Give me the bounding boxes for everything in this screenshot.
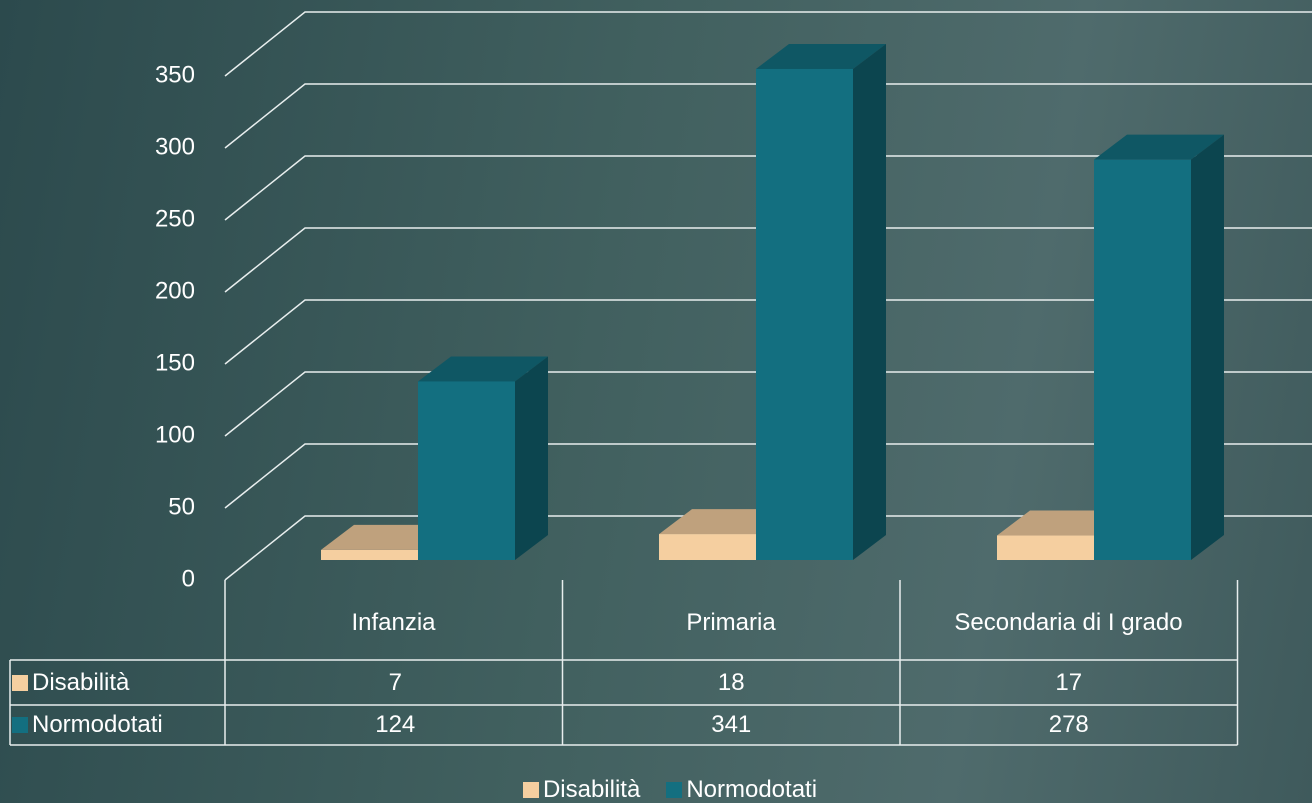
y-tick-label: 0 xyxy=(182,565,195,592)
grid-line xyxy=(224,371,1312,437)
table-value: 17 xyxy=(1055,668,1083,696)
table-value: 7 xyxy=(388,668,402,696)
table-value: 341 xyxy=(711,711,752,738)
table-value: 18 xyxy=(717,668,745,696)
bar-side xyxy=(515,356,548,560)
grid-line xyxy=(224,11,1312,77)
grid-line xyxy=(224,299,1312,365)
grid-line xyxy=(224,155,1312,221)
y-tick-label: 100 xyxy=(155,421,195,448)
grid-line xyxy=(224,227,1312,293)
legend-swatch xyxy=(12,717,28,733)
table-category: Primaria xyxy=(686,609,776,636)
legend: Disabilità Normodotati xyxy=(0,776,1312,804)
bar xyxy=(756,68,853,561)
y-tick-label: 50 xyxy=(168,493,195,520)
bar-top xyxy=(756,43,886,69)
bar-side xyxy=(853,43,886,560)
y-tick-label: 300 xyxy=(155,133,195,160)
y-tick-label: 350 xyxy=(155,61,195,88)
bar-top xyxy=(1094,134,1224,160)
grid-line xyxy=(224,515,1312,581)
table-category: Secondaria di I grado xyxy=(954,609,1183,636)
bar xyxy=(321,549,418,560)
table-series-name: Disabilità xyxy=(32,668,130,696)
legend-swatch xyxy=(12,674,28,691)
y-tick-label: 200 xyxy=(155,277,195,304)
legend-item: Disabilità xyxy=(522,776,641,804)
bar xyxy=(1094,159,1191,560)
table-series: Disabilità xyxy=(12,660,226,705)
legend-swatch xyxy=(666,782,683,798)
grid-line xyxy=(224,443,1312,509)
bar-top xyxy=(418,356,548,382)
bar-side xyxy=(1191,134,1224,560)
bar xyxy=(418,381,515,560)
legend-item: Normodotati xyxy=(666,776,817,804)
bar xyxy=(997,535,1094,560)
table-series-name: Normodotati xyxy=(32,711,163,738)
grid-line xyxy=(224,83,1312,149)
y-tick-label: 150 xyxy=(155,349,195,376)
table-value: 124 xyxy=(375,711,416,738)
legend-label: Normodotati xyxy=(686,776,818,803)
legend-swatch xyxy=(522,782,539,798)
legend-label: Disabilità xyxy=(542,776,641,803)
table-series: Normodotati xyxy=(12,705,226,745)
bar xyxy=(659,534,756,560)
y-tick-label: 250 xyxy=(155,205,195,232)
table-category: Infanzia xyxy=(351,609,436,636)
table-value: 278 xyxy=(1048,711,1089,738)
